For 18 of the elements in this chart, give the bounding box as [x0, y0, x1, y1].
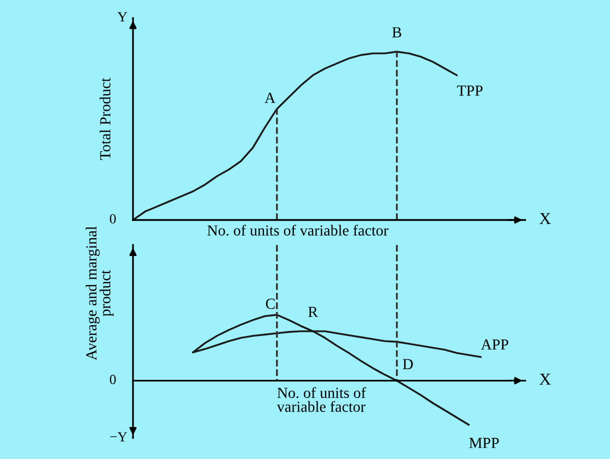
text: 0 — [110, 374, 116, 384]
annotation: R — [308, 306, 318, 317]
text: Y — [118, 12, 128, 22]
series-label: MPP — [469, 438, 499, 448]
series-label: TPP — [457, 86, 483, 96]
x-axis-title: No. of units of variable factor — [207, 224, 388, 236]
annotation: C — [266, 298, 275, 309]
annotation: D — [402, 359, 413, 370]
text: X — [539, 213, 551, 224]
text: 0 — [110, 214, 116, 224]
x-axis-title: No. of units of variable factor — [276, 387, 366, 412]
y-axis-title: Total Product — [100, 78, 110, 160]
series-label: APP — [480, 339, 508, 350]
text: X — [539, 374, 551, 385]
y-axis-title: Average and marginal product — [86, 226, 114, 360]
annotation: A — [264, 92, 276, 103]
annotation: B — [392, 27, 402, 38]
text: −Y — [110, 432, 128, 442]
